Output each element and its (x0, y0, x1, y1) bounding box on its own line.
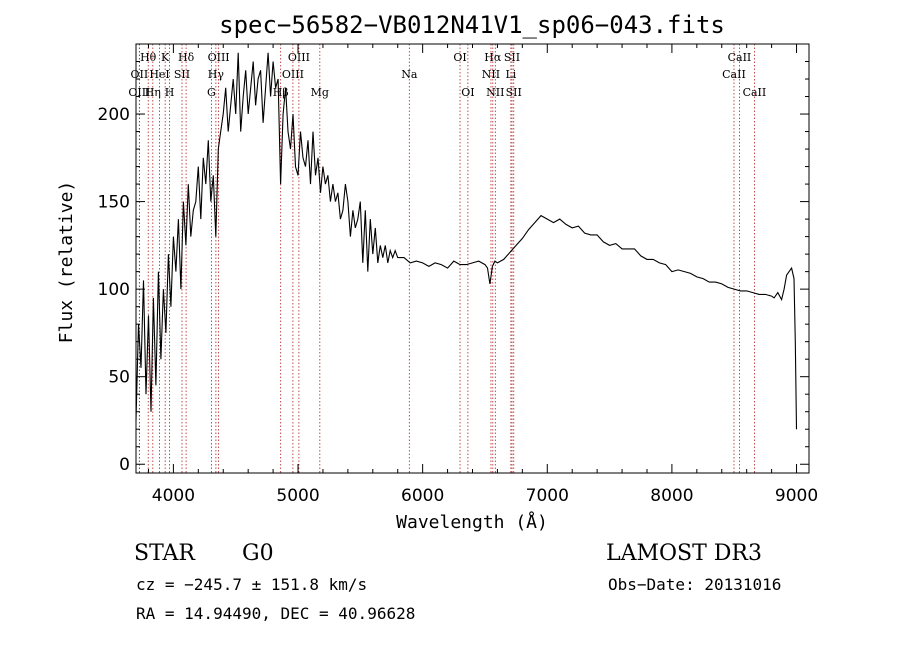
y-axis-label: Flux (relative) (56, 181, 77, 344)
chart-title: spec−56582−VB012N41V1_sp06−043.fits (219, 11, 725, 39)
line-marker-label: OIII (208, 51, 230, 64)
x-tick-label: 7000 (526, 486, 569, 506)
y-tick-label: 50 (108, 368, 130, 388)
plot-frame (135, 43, 810, 474)
line-marker-label: K (161, 51, 170, 64)
line-marker-label: SII (174, 68, 190, 81)
line-marker-label: SII (506, 86, 522, 99)
line-marker-label: CaII (728, 51, 752, 64)
object-class: STAR (134, 541, 196, 566)
line-marker-label: CaII (722, 68, 746, 81)
line-marker-label: OIII (128, 86, 150, 99)
line-marker-label: Mg (311, 86, 329, 99)
y-tick-label: 0 (119, 455, 130, 475)
line-marker-label: OI (461, 86, 474, 99)
line-marker-label: Hθ (140, 51, 157, 64)
line-marker-label: OII (131, 68, 149, 81)
line-marker-label: OIII (288, 51, 310, 64)
y-axis-ticks: 0 50 100 150 200 (98, 61, 809, 475)
object-subclass: G0 (242, 541, 274, 566)
line-marker-label: Hη (145, 86, 161, 99)
ra-dec-coordinates: RA = 14.94490, DEC = 40.96628 (136, 604, 415, 623)
y-tick-label: 200 (98, 105, 130, 125)
line-marker-label: CaII (743, 86, 767, 99)
line-marker-label: H (165, 86, 175, 99)
line-marker-label: Hα (484, 51, 502, 64)
x-tick-label: 6000 (401, 486, 444, 506)
y-tick-label: 100 (98, 280, 130, 300)
x-tick-label: 5000 (276, 486, 319, 506)
observation-date: Obs−Date: 20131016 (608, 575, 781, 594)
x-axis-ticks: 4000 5000 6000 7000 8000 9000 (147, 44, 818, 506)
line-marker-label: OIII (282, 68, 304, 81)
survey-name: LAMOST DR3 (606, 541, 762, 566)
spectrum-line (135, 52, 798, 430)
redshift-cz: cz = −245.7 ± 151.8 km/s (136, 575, 367, 594)
line-marker-label: HeI (149, 68, 169, 81)
line-marker-label: G (207, 86, 216, 99)
line-marker-label: NII (486, 86, 504, 99)
line-marker-label: Hδ (178, 51, 195, 64)
y-tick-label: 150 (98, 193, 130, 213)
line-marker-label: Na (401, 68, 418, 81)
line-marker-label: Hγ (208, 68, 225, 81)
line-marker-label: OI (453, 51, 466, 64)
x-tick-label: 8000 (650, 486, 693, 506)
x-axis-label: Wavelength (Å) (396, 511, 548, 533)
line-marker-label: SII (504, 51, 520, 64)
x-tick-label: 4000 (152, 486, 195, 506)
line-marker-label: NII (482, 68, 500, 81)
x-tick-label: 9000 (775, 486, 818, 506)
line-marker-label: Li (505, 68, 516, 81)
